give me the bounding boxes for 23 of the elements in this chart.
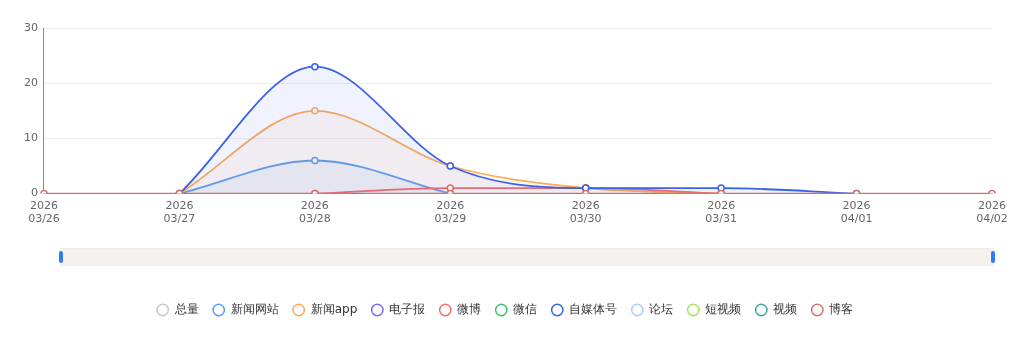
y-tick-label: 0 xyxy=(31,186,38,200)
x-tick-label: 2026 03/26 xyxy=(28,199,60,226)
x-tick-label: 2026 03/30 xyxy=(569,199,602,226)
x-tick-label: 2026 03/28 xyxy=(299,199,331,226)
x-tick-label: 2026 03/27 xyxy=(163,199,196,226)
legend-label: 博客 xyxy=(829,302,854,317)
legend-label: 短视频 xyxy=(705,302,742,317)
legend-label: 新闻app xyxy=(310,302,358,317)
x-tick-label: 2026 04/02 xyxy=(976,199,1008,226)
x-tick-label: 2026 03/31 xyxy=(705,199,737,226)
legend-label: 视频 xyxy=(773,302,798,317)
x-tick-label: 2026 04/01 xyxy=(840,199,873,226)
y-tick-label: 10 xyxy=(24,131,38,145)
legend-label: 论坛 xyxy=(649,302,674,317)
legend-label: 电子报 xyxy=(389,302,426,317)
legend-label: 自媒体号 xyxy=(569,302,618,317)
x-tick-label: 2026 03/29 xyxy=(434,199,467,226)
legend-label: 新闻网站 xyxy=(230,302,279,317)
y-tick-label: 20 xyxy=(24,76,38,90)
legend-label: 总量 xyxy=(173,302,199,317)
legend-label: 微信 xyxy=(513,302,538,317)
legend-label: 微博 xyxy=(457,302,482,317)
y-tick-label: 30 xyxy=(24,20,38,34)
